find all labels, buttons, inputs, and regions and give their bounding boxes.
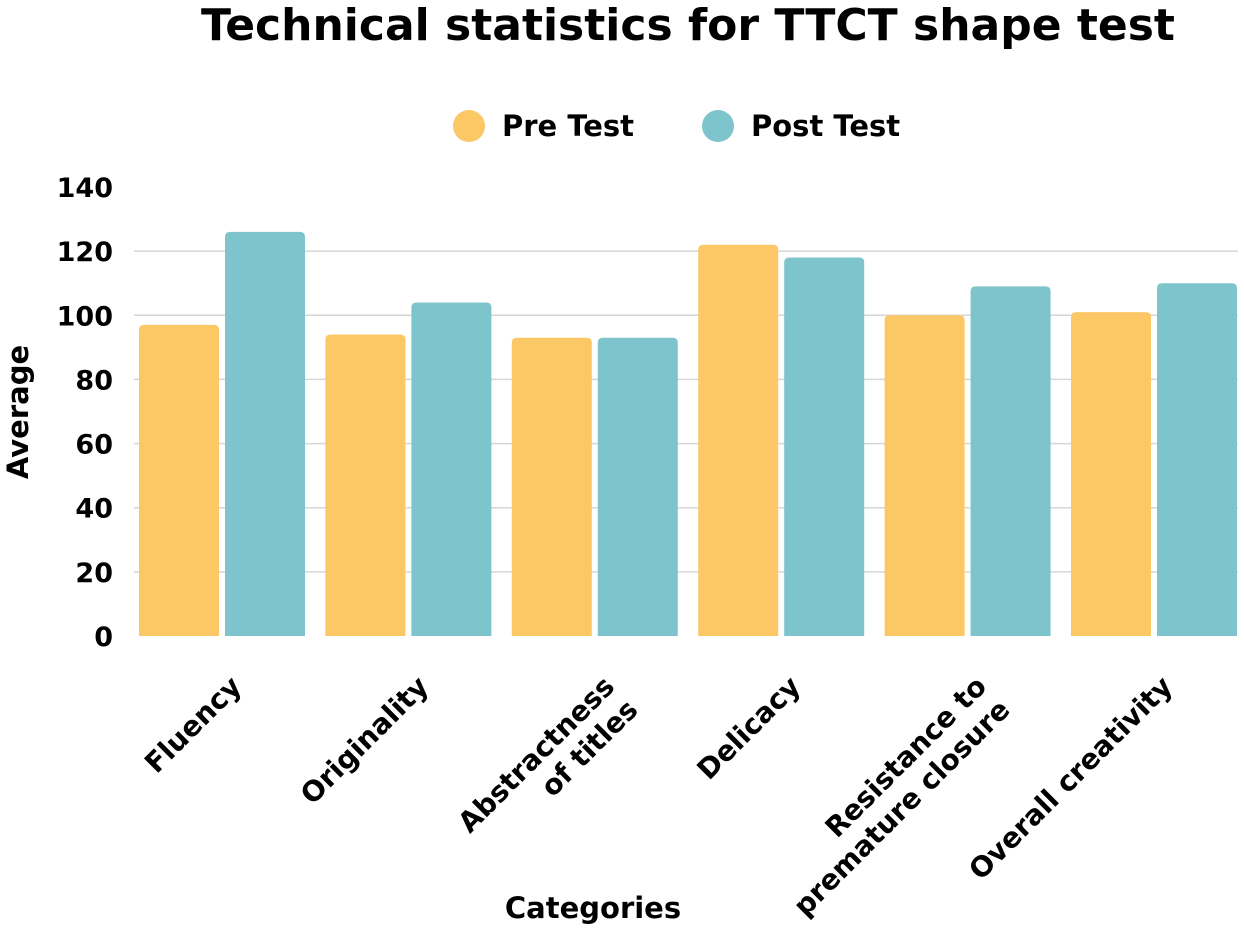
bar-post-test-abstractness-of-titles (597, 337, 678, 636)
x-tick-label-resistance-to-premature-closure: Resistance topremature closure (763, 670, 1016, 923)
bar-pre-test-delicacy (698, 244, 779, 636)
bar-post-test-delicacy (784, 257, 865, 636)
gridlines (134, 250, 1238, 573)
bar-post-test-originality (411, 302, 492, 636)
y-tick-label: 60 (75, 430, 113, 461)
x-tick-label-delicacy: Delicacy (691, 670, 808, 787)
y-tick-label: 40 (75, 494, 113, 525)
y-axis-ticks: 0 20 40 60 80 100 120 140 (57, 173, 113, 653)
legend-swatch-pre-test (453, 110, 485, 142)
y-tick-label: 120 (57, 237, 113, 268)
bar-pre-test-resistance-to-premature-closure (884, 315, 965, 636)
y-axis-label: Average (1, 345, 35, 479)
bar-pre-test-fluency (139, 324, 219, 636)
y-tick-label: 80 (75, 365, 113, 396)
bar-post-test-fluency (225, 231, 305, 636)
x-axis-label: Categories (505, 891, 681, 925)
x-tick-label-abstractness-of-titles: Abstractnessof titles (452, 670, 645, 863)
bar-pre-test-originality (325, 334, 406, 636)
legend: Pre Test Post Test (453, 109, 900, 143)
bars (139, 231, 1237, 636)
x-tick-label-originality: Originality (294, 670, 435, 811)
bar-pre-test-overall-creativity (1071, 312, 1151, 636)
y-tick-label: 100 (57, 301, 113, 332)
legend-label-post-test: Post Test (751, 109, 900, 143)
legend-label-pre-test: Pre Test (502, 109, 634, 143)
y-tick-label: 0 (94, 622, 113, 653)
bar-post-test-overall-creativity (1157, 283, 1237, 636)
chart-title: Technical statistics for TTCT shape test (201, 0, 1175, 51)
y-tick-label: 20 (75, 558, 113, 589)
y-tick-label: 140 (57, 173, 113, 204)
x-tick-label-fluency: Fluency (138, 670, 248, 780)
bar-pre-test-abstractness-of-titles (511, 337, 592, 636)
bar-post-test-resistance-to-premature-closure (970, 286, 1051, 636)
legend-swatch-post-test (702, 110, 734, 142)
x-axis-ticks: Fluency Originality Abstractnessof titles D… (138, 670, 1179, 923)
